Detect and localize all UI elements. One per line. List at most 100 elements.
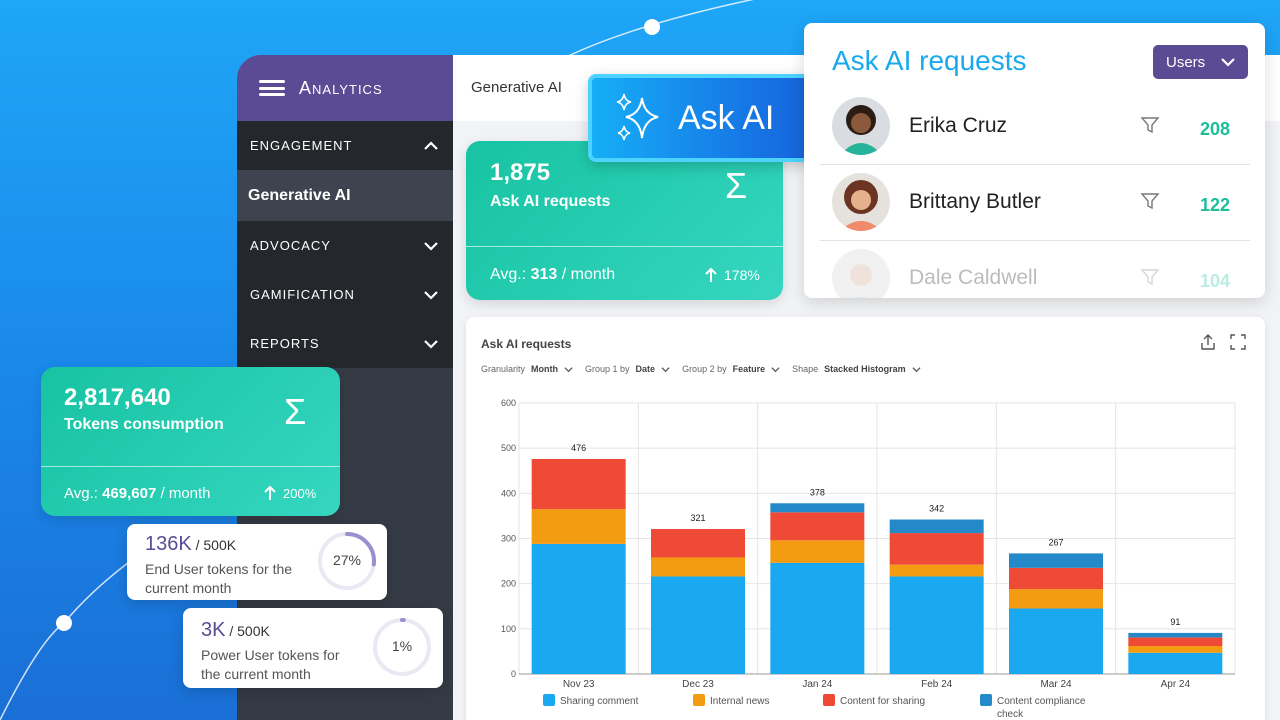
chevron-down-icon: [424, 241, 438, 251]
data-label: 378: [810, 487, 825, 497]
legend-label: Content compliance: [997, 696, 1086, 707]
avg-value: 313: [530, 266, 558, 283]
ask-ai-requests-panel: Ask AI requests Users Erika Cruz 208: [804, 23, 1265, 298]
progress-fill: [318, 532, 376, 590]
control-label-group2: Group 2 by: [682, 364, 727, 374]
user-row[interactable]: Dale Caldwell 104: [820, 241, 1250, 298]
x-tick-label: Apr 24: [1161, 679, 1191, 690]
user-row[interactable]: Erika Cruz 208: [820, 89, 1250, 165]
bar-segment: [651, 576, 745, 674]
user-name: Erika Cruz: [909, 114, 1008, 137]
bar-segment: [889, 564, 984, 577]
sidebar-item-label: Generative AI: [248, 186, 351, 204]
tokens-used-value: 3K: [201, 619, 226, 641]
filter-icon[interactable]: [1140, 267, 1160, 287]
menu-icon[interactable]: [259, 80, 285, 96]
chart-title: Ask AI requests: [481, 337, 572, 351]
chevron-down-icon: [424, 339, 438, 349]
sidebar-item-generative-ai[interactable]: Generative AI: [237, 170, 453, 221]
filter-icon[interactable]: [1140, 115, 1160, 135]
user-row[interactable]: Brittany Butler 122: [820, 165, 1250, 241]
label-line: current month: [145, 580, 232, 596]
nav-section-reports[interactable]: REPORTS: [237, 319, 453, 368]
kpi-label: Ask AI requests: [490, 193, 611, 210]
user-name: Brittany Butler: [909, 190, 1041, 213]
y-tick-label: 400: [501, 488, 516, 498]
tokens-limit: / 500K: [225, 623, 270, 639]
data-label: 267: [1048, 537, 1063, 547]
nav-section-label: REPORTS: [250, 336, 320, 351]
bar-segment: [889, 576, 984, 674]
x-tick-label: Nov 23: [563, 679, 595, 690]
bar-segment: [651, 529, 745, 558]
x-tick-label: Jan 24: [802, 679, 832, 690]
nav-section-engagement[interactable]: ENGAGEMENT: [237, 121, 453, 170]
bar-segment: [889, 519, 984, 534]
shape-select[interactable]: Stacked Histogram: [824, 364, 906, 374]
legend-swatch: [693, 694, 705, 706]
bar-segment: [1128, 645, 1223, 653]
kpi-average: Avg.: 313 / month: [490, 266, 615, 284]
chevron-down-icon: [1221, 58, 1235, 67]
tokens-used-value: 136K: [145, 533, 192, 555]
bar-segment: [1009, 567, 1103, 590]
sidebar-header: Analytics: [237, 55, 453, 121]
chevron-down-icon: [771, 366, 780, 372]
kpi-label: Tokens consumption: [64, 416, 224, 433]
divider: [466, 246, 783, 247]
bar-segment: [1128, 632, 1223, 638]
bar-segment: [1009, 553, 1103, 568]
bar-segment: [770, 512, 865, 541]
sigma-icon: Σ: [284, 391, 307, 432]
filter-icon[interactable]: [1140, 191, 1160, 211]
x-tick-label: Feb 24: [921, 679, 953, 690]
avg-suffix: / month: [156, 485, 211, 502]
nav-section-advocacy[interactable]: ADVOCACY: [237, 221, 453, 270]
chart-actions: [1199, 333, 1247, 351]
nav-section-gamification[interactable]: GAMIFICATION: [237, 270, 453, 319]
bar-segment: [1128, 637, 1223, 646]
progress-fill: [373, 618, 431, 676]
progress-ring: [373, 618, 431, 676]
data-label: 476: [571, 443, 586, 453]
bar-segment: [770, 540, 865, 563]
request-count: 104: [1199, 271, 1230, 291]
avatar: [832, 173, 890, 231]
y-tick-label: 0: [511, 669, 516, 679]
progress-ring: [318, 532, 376, 590]
chevron-up-icon: [424, 140, 438, 150]
y-tick-label: 200: [501, 579, 516, 589]
ask-ai-button[interactable]: Ask AI: [588, 74, 816, 162]
kpi-value: 1,875: [490, 159, 551, 186]
x-tick-label: Mar 24: [1040, 679, 1072, 690]
divider: [41, 466, 340, 467]
expand-icon[interactable]: [1229, 333, 1247, 351]
legend-swatch: [823, 694, 835, 706]
bar-segment: [1009, 589, 1103, 609]
bar-segment: [770, 562, 865, 674]
group2-select[interactable]: Feature: [732, 364, 766, 374]
chevron-down-icon: [564, 366, 573, 372]
granularity-select[interactable]: Month: [531, 364, 559, 374]
end-user-tokens-card: 136K / 500K End User tokens for the curre…: [127, 524, 387, 600]
y-tick-label: 300: [501, 534, 516, 544]
kpi-trend: 200%: [263, 485, 316, 501]
data-label: 321: [690, 513, 705, 523]
chevron-down-icon: [424, 290, 438, 300]
chevron-down-icon: [912, 366, 921, 372]
bar-segment: [531, 509, 626, 544]
avg-suffix: / month: [557, 266, 616, 283]
control-label-shape: Shape: [792, 364, 819, 374]
page-title: Generative AI: [471, 79, 562, 96]
share-icon[interactable]: [1199, 333, 1217, 351]
users-dropdown[interactable]: Users: [1153, 45, 1248, 79]
y-tick-label: 600: [501, 398, 516, 408]
chart-panel: Ask AI requests Granularity Month Group …: [466, 317, 1265, 720]
sparkle-icon: [616, 93, 659, 141]
label-line: the current month: [201, 666, 311, 682]
bar-segment: [651, 557, 745, 577]
power-user-tokens-card: 3K / 500K Power User tokens for the curre…: [183, 608, 443, 688]
bar-segment: [1009, 608, 1103, 674]
group1-select[interactable]: Date: [635, 364, 656, 374]
dropdown-value: Users: [1166, 53, 1206, 71]
